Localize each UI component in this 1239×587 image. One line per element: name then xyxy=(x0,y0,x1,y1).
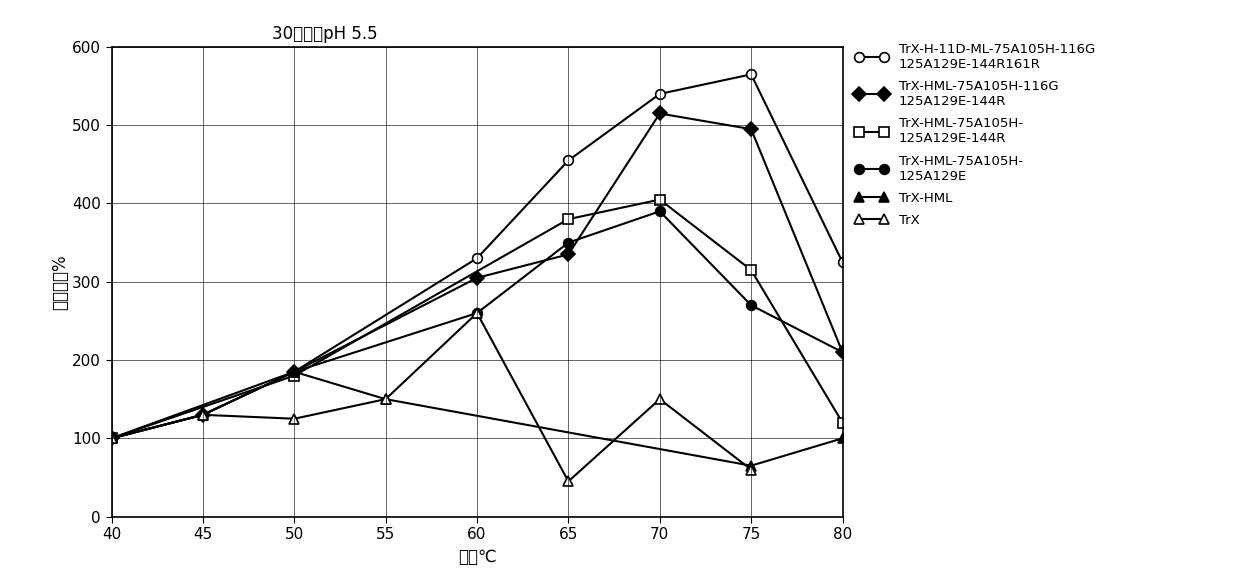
X-axis label: 温度℃: 温度℃ xyxy=(457,548,497,565)
TrX-HML-75A105H-
125A129E xyxy=(652,208,667,215)
TrX-HML-75A105H-
125A129E xyxy=(835,349,850,356)
TrX-H-11D-ML-75A105H-116G
125A129E-144R161R xyxy=(835,259,850,266)
Line: TrX: TrX xyxy=(107,308,756,486)
TrX-HML xyxy=(378,396,393,403)
TrX-HML-75A105H-
125A129E xyxy=(470,309,484,316)
TrX xyxy=(196,411,211,419)
TrX-H-11D-ML-75A105H-116G
125A129E-144R161R xyxy=(652,90,667,97)
Text: 30分钟，pH 5.5: 30分钟，pH 5.5 xyxy=(273,25,378,43)
TrX-HML-75A105H-116G
125A129E-144R xyxy=(561,251,576,258)
TrX-HML-75A105H-116G
125A129E-144R xyxy=(835,349,850,356)
TrX-HML-75A105H-
125A129E xyxy=(743,302,758,309)
Y-axis label: 相对活性%: 相对活性% xyxy=(51,254,69,309)
TrX-H-11D-ML-75A105H-116G
125A129E-144R161R xyxy=(743,71,758,78)
TrX-HML xyxy=(287,368,302,375)
TrX-H-11D-ML-75A105H-116G
125A129E-144R161R xyxy=(561,157,576,164)
TrX xyxy=(561,478,576,485)
TrX xyxy=(104,435,119,442)
TrX xyxy=(470,309,484,316)
TrX-HML-75A105H-
125A129E xyxy=(104,435,119,442)
TrX-HML xyxy=(196,411,211,419)
TrX-HML-75A105H-
125A129E-144R xyxy=(104,435,119,442)
TrX xyxy=(287,415,302,422)
TrX-HML-75A105H-
125A129E-144R xyxy=(743,266,758,274)
Line: TrX-H-11D-ML-75A105H-116G
125A129E-144R161R: TrX-H-11D-ML-75A105H-116G 125A129E-144R1… xyxy=(107,69,847,443)
TrX-H-11D-ML-75A105H-116G
125A129E-144R161R xyxy=(287,368,302,375)
TrX-HML-75A105H-
125A129E xyxy=(287,368,302,375)
TrX-HML-75A105H-
125A129E-144R xyxy=(652,196,667,203)
TrX-H-11D-ML-75A105H-116G
125A129E-144R161R xyxy=(104,435,119,442)
TrX-HML-75A105H-
125A129E-144R xyxy=(287,372,302,379)
TrX-HML-75A105H-116G
125A129E-144R xyxy=(287,368,302,375)
TrX-HML-75A105H-116G
125A129E-144R xyxy=(104,435,119,442)
TrX xyxy=(378,396,393,403)
Line: TrX-HML-75A105H-116G
125A129E-144R: TrX-HML-75A105H-116G 125A129E-144R xyxy=(107,109,847,443)
Legend: TrX-H-11D-ML-75A105H-116G
125A129E-144R161R, TrX-HML-75A105H-116G
125A129E-144R,: TrX-H-11D-ML-75A105H-116G 125A129E-144R1… xyxy=(850,38,1100,232)
Line: TrX-HML-75A105H-
125A129E: TrX-HML-75A105H- 125A129E xyxy=(107,207,847,443)
TrX-HML-75A105H-
125A129E-144R xyxy=(561,215,576,222)
TrX-HML-75A105H-116G
125A129E-144R xyxy=(470,274,484,281)
TrX xyxy=(652,396,667,403)
TrX-HML xyxy=(743,462,758,469)
TrX-HML-75A105H-
125A129E xyxy=(561,239,576,246)
TrX xyxy=(743,466,758,473)
TrX-HML-75A105H-116G
125A129E-144R xyxy=(196,411,211,419)
TrX-H-11D-ML-75A105H-116G
125A129E-144R161R xyxy=(196,411,211,419)
TrX-HML xyxy=(835,435,850,442)
TrX-HML-75A105H-116G
125A129E-144R xyxy=(652,110,667,117)
TrX-HML-75A105H-116G
125A129E-144R xyxy=(743,126,758,133)
Line: TrX-HML: TrX-HML xyxy=(107,367,847,471)
TrX-HML-75A105H-
125A129E-144R xyxy=(835,419,850,426)
Line: TrX-HML-75A105H-
125A129E-144R: TrX-HML-75A105H- 125A129E-144R xyxy=(107,195,847,443)
TrX-H-11D-ML-75A105H-116G
125A129E-144R161R xyxy=(470,255,484,262)
TrX-HML xyxy=(104,435,119,442)
